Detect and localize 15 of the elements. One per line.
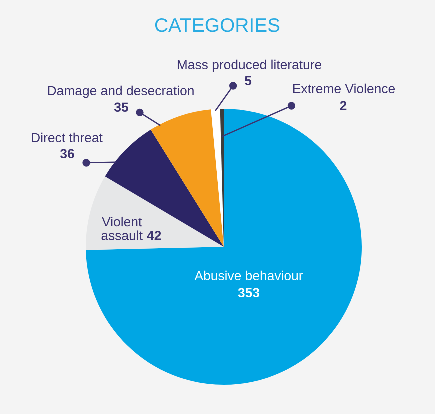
- data-label: 36: [60, 149, 74, 159]
- slice-label: Extreme Violence: [294, 84, 395, 94]
- pie-slice: [211, 109, 224, 247]
- pie-slice: [86, 176, 224, 250]
- slice-label: Mass produced literature: [178, 60, 322, 72]
- slice-label: Violent assault: [102, 216, 143, 240]
- data-label: 35: [114, 102, 128, 112]
- slice-label: Direct threat: [32, 132, 103, 143]
- slice-label: Damage and desecration: [48, 86, 194, 98]
- data-label: 353: [238, 288, 260, 298]
- data-label: 2: [340, 101, 347, 110]
- chart-title: CATEGORIES: [155, 18, 280, 32]
- data-label: 5: [245, 76, 252, 86]
- data-label: 42: [147, 231, 162, 240]
- slice-label: Abusive behaviour: [194, 270, 304, 281]
